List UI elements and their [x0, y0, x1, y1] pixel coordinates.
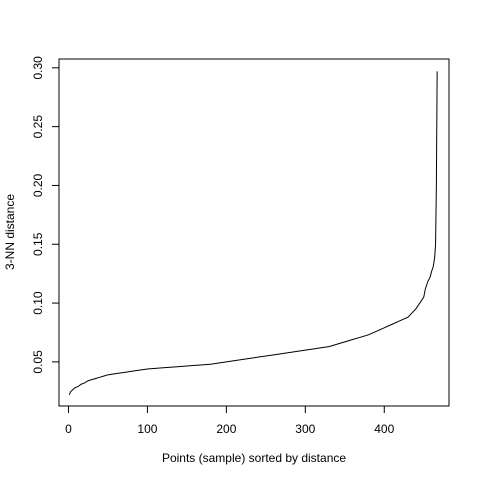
y-tick-label: 0.15	[31, 232, 45, 256]
x-axis-label: Points (sample) sorted by distance	[162, 451, 346, 465]
y-axis: 0.05 0.10 0.15 0.20 0.25 0.30	[31, 56, 60, 374]
y-axis-label: 3-NN distance	[3, 194, 17, 270]
x-tick-label: 0	[65, 422, 72, 436]
y-tick-label: 0.25	[31, 115, 45, 139]
x-tick-label: 400	[374, 422, 394, 436]
x-tick-label: 300	[295, 422, 315, 436]
y-tick-label: 0.20	[31, 173, 45, 197]
x-tick-label: 100	[137, 422, 157, 436]
y-tick-label: 0.05	[31, 350, 45, 374]
x-axis: 0 100 200 300 400	[65, 405, 395, 436]
x-tick-label: 200	[216, 422, 236, 436]
series-line-3nn-distance	[68, 71, 438, 396]
y-tick-label: 0.30	[31, 56, 45, 80]
y-tick-label: 0.10	[31, 291, 45, 315]
plot-frame	[58, 58, 450, 407]
